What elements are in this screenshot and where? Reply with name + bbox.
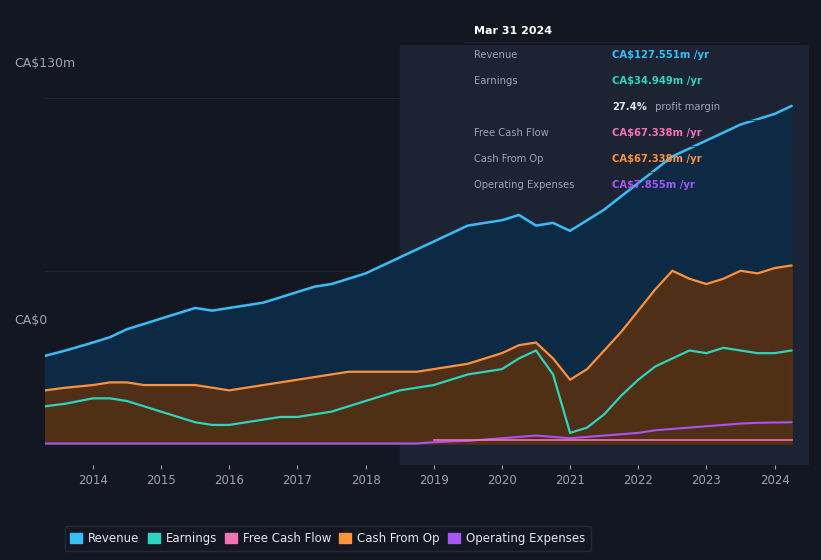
Text: profit margin: profit margin xyxy=(653,102,721,112)
Text: 27.4%: 27.4% xyxy=(612,102,647,112)
Text: Earnings: Earnings xyxy=(474,76,517,86)
Legend: Revenue, Earnings, Free Cash Flow, Cash From Op, Operating Expenses: Revenue, Earnings, Free Cash Flow, Cash … xyxy=(65,526,591,551)
Text: CA$0: CA$0 xyxy=(15,314,48,326)
Text: CA$67.338m /yr: CA$67.338m /yr xyxy=(612,128,702,138)
Text: CA$7.855m /yr: CA$7.855m /yr xyxy=(612,180,695,190)
Text: Operating Expenses: Operating Expenses xyxy=(474,180,575,190)
Text: CA$127.551m /yr: CA$127.551m /yr xyxy=(612,50,709,59)
Text: CA$67.338m /yr: CA$67.338m /yr xyxy=(612,154,702,164)
Text: CA$34.949m /yr: CA$34.949m /yr xyxy=(612,76,702,86)
Text: CA$130m: CA$130m xyxy=(15,58,76,71)
Text: Mar 31 2024: Mar 31 2024 xyxy=(474,26,552,36)
Text: Free Cash Flow: Free Cash Flow xyxy=(474,128,548,138)
Text: Cash From Op: Cash From Op xyxy=(474,154,544,164)
Text: Revenue: Revenue xyxy=(474,50,517,59)
Bar xyxy=(400,45,809,465)
